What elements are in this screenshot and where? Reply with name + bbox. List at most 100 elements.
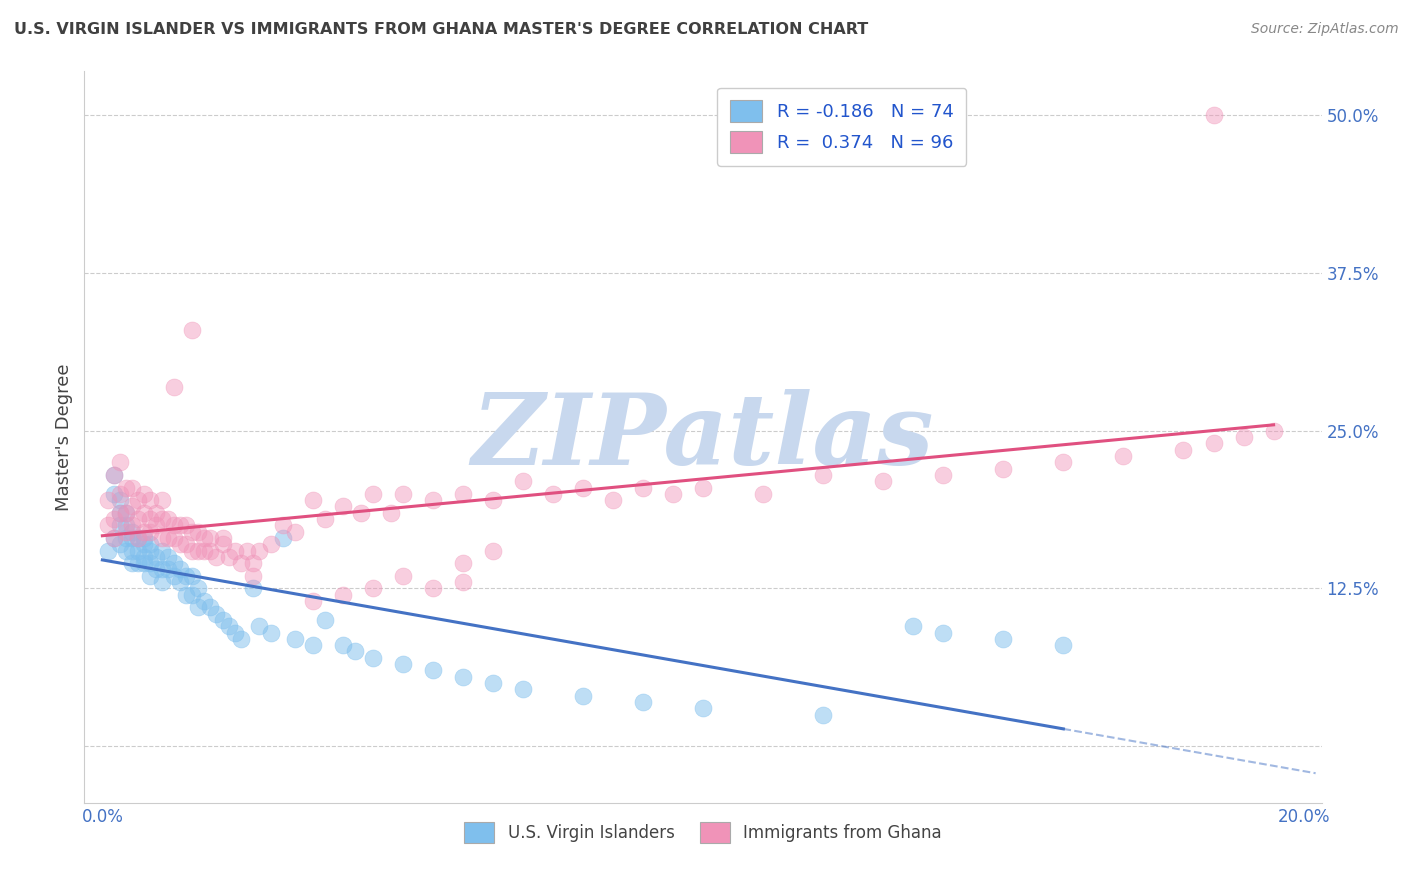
- Point: [692, 701, 714, 715]
- Point: [1263, 424, 1285, 438]
- Point: [145, 549, 167, 564]
- Point: [662, 487, 685, 501]
- Point: [205, 607, 228, 621]
- Point: [152, 531, 174, 545]
- Point: [631, 695, 654, 709]
- Point: [103, 467, 125, 482]
- Point: [103, 512, 125, 526]
- Point: [97, 493, 120, 508]
- Point: [187, 600, 209, 615]
- Point: [134, 531, 156, 545]
- Point: [572, 689, 595, 703]
- Point: [145, 518, 167, 533]
- Point: [134, 524, 156, 539]
- Point: [343, 644, 366, 658]
- Point: [163, 569, 186, 583]
- Point: [211, 613, 233, 627]
- Point: [169, 518, 191, 533]
- Point: [97, 543, 120, 558]
- Point: [103, 487, 125, 501]
- Point: [157, 549, 180, 564]
- Point: [163, 531, 186, 545]
- Point: [110, 487, 132, 501]
- Point: [193, 531, 215, 545]
- Point: [193, 594, 215, 608]
- Point: [115, 506, 138, 520]
- Point: [176, 588, 198, 602]
- Point: [187, 543, 209, 558]
- Point: [163, 379, 186, 393]
- Point: [451, 487, 474, 501]
- Point: [121, 556, 143, 570]
- Point: [451, 575, 474, 590]
- Point: [1052, 638, 1074, 652]
- Point: [451, 670, 474, 684]
- Point: [451, 556, 474, 570]
- Text: Source: ZipAtlas.com: Source: ZipAtlas.com: [1251, 22, 1399, 37]
- Point: [127, 531, 149, 545]
- Point: [811, 707, 834, 722]
- Point: [211, 531, 233, 545]
- Point: [152, 512, 174, 526]
- Point: [110, 455, 132, 469]
- Point: [121, 524, 143, 539]
- Point: [152, 543, 174, 558]
- Point: [127, 543, 149, 558]
- Point: [332, 638, 354, 652]
- Point: [127, 512, 149, 526]
- Point: [314, 512, 336, 526]
- Point: [512, 682, 534, 697]
- Point: [224, 543, 246, 558]
- Point: [193, 543, 215, 558]
- Point: [139, 543, 162, 558]
- Point: [332, 588, 354, 602]
- Point: [134, 556, 156, 570]
- Point: [422, 493, 444, 508]
- Point: [200, 600, 222, 615]
- Point: [1173, 442, 1195, 457]
- Point: [121, 531, 143, 545]
- Point: [361, 582, 384, 596]
- Text: U.S. VIRGIN ISLANDER VS IMMIGRANTS FROM GHANA MASTER'S DEGREE CORRELATION CHART: U.S. VIRGIN ISLANDER VS IMMIGRANTS FROM …: [14, 22, 869, 37]
- Point: [139, 493, 162, 508]
- Point: [481, 676, 503, 690]
- Point: [541, 487, 564, 501]
- Point: [259, 625, 281, 640]
- Legend: U.S. Virgin Islanders, Immigrants from Ghana: U.S. Virgin Islanders, Immigrants from G…: [458, 815, 948, 849]
- Point: [157, 531, 180, 545]
- Point: [176, 569, 198, 583]
- Point: [200, 531, 222, 545]
- Point: [139, 537, 162, 551]
- Point: [1052, 455, 1074, 469]
- Point: [187, 524, 209, 539]
- Point: [259, 537, 281, 551]
- Point: [247, 543, 270, 558]
- Point: [301, 638, 323, 652]
- Point: [380, 506, 402, 520]
- Point: [752, 487, 775, 501]
- Point: [903, 619, 925, 633]
- Point: [631, 481, 654, 495]
- Point: [242, 582, 264, 596]
- Point: [1202, 436, 1225, 450]
- Point: [481, 493, 503, 508]
- Text: ZIPatlas: ZIPatlas: [472, 389, 934, 485]
- Point: [391, 487, 413, 501]
- Point: [200, 543, 222, 558]
- Point: [115, 506, 138, 520]
- Point: [103, 531, 125, 545]
- Point: [139, 569, 162, 583]
- Point: [115, 481, 138, 495]
- Point: [332, 500, 354, 514]
- Point: [391, 569, 413, 583]
- Point: [224, 625, 246, 640]
- Point: [350, 506, 373, 520]
- Point: [127, 493, 149, 508]
- Point: [218, 549, 240, 564]
- Point: [993, 632, 1015, 646]
- Point: [121, 518, 143, 533]
- Point: [152, 575, 174, 590]
- Point: [229, 556, 252, 570]
- Point: [422, 664, 444, 678]
- Point: [115, 543, 138, 558]
